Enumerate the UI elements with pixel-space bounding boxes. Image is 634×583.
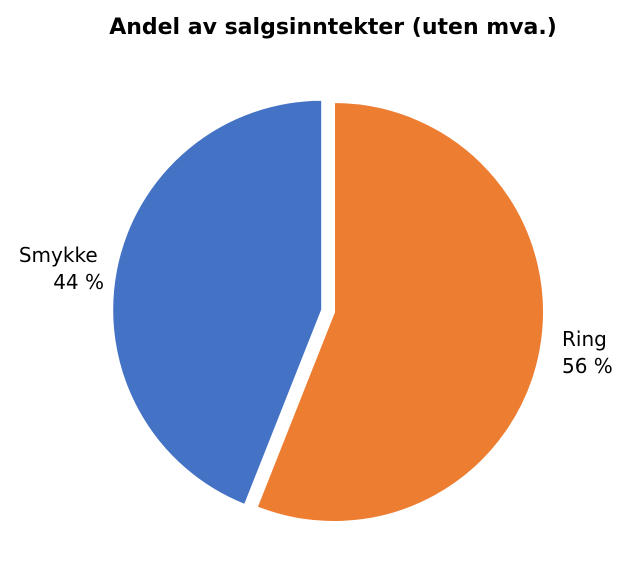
pie-slice-smykke (111, 98, 324, 507)
slice-label-ring: Ring 56 % (562, 327, 613, 378)
pie-slice-ring (255, 100, 545, 523)
slice-label-smykke-value: 44 % (53, 270, 104, 294)
slice-label-ring-name: Ring (562, 327, 607, 351)
slice-label-ring-value: 56 % (562, 354, 613, 378)
pie-slices (111, 98, 545, 523)
slice-label-smykke: Smykke 44 % (19, 243, 104, 294)
chart-title: Andel av salgsinntekter (uten mva.) (109, 15, 557, 40)
slice-label-smykke-name: Smykke (19, 243, 98, 267)
